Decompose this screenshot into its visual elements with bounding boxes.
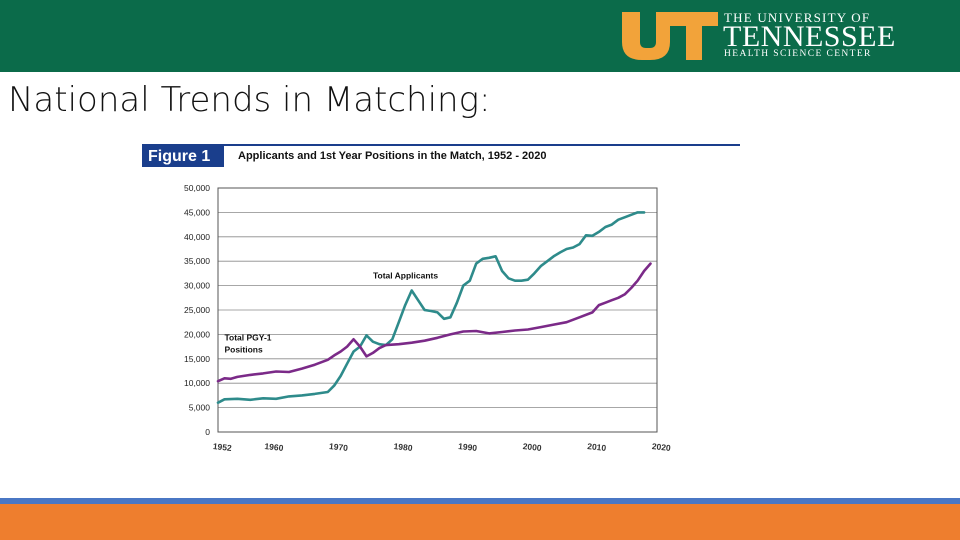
logo-line-2: TENNESSEE — [723, 20, 896, 53]
y-tick-label: 35,000 — [184, 256, 210, 266]
y-tick-label: 5,000 — [189, 403, 211, 413]
x-tick-label: 1980 — [393, 441, 413, 453]
y-tick-label: 50,000 — [184, 183, 210, 193]
series-label-positions: Positions — [224, 344, 263, 354]
y-tick-label: 15,000 — [184, 354, 210, 364]
series-line-applicants — [216, 211, 646, 404]
chart-title: Applicants and 1st Year Positions in the… — [238, 150, 547, 162]
y-tick-label: 45,000 — [184, 207, 210, 217]
x-tick-label: 1970 — [329, 441, 349, 453]
header-bar — [0, 0, 960, 72]
figure-rule — [142, 144, 740, 146]
y-tick-label: 40,000 — [184, 232, 210, 242]
x-tick-label: 1990 — [458, 441, 478, 453]
x-tick-label: 1952 — [212, 441, 232, 453]
line-chart: 0 5,000 10,000 15,000 20,000 25,000 30,000 35,0… — [184, 183, 672, 453]
y-tick-label: 25,000 — [184, 305, 210, 315]
y-tick-label: 0 — [205, 427, 210, 437]
ut-logo-mark: UT — [622, 12, 718, 60]
footer-bar-orange — [0, 504, 960, 540]
y-tick-label: 10,000 — [184, 378, 210, 388]
series-label-positions: Total PGY-1 — [224, 332, 271, 342]
series-label-applicants: Total Applicants — [373, 270, 438, 280]
y-tick-label: 30,000 — [184, 281, 210, 291]
logo-line-3: HEALTH SCIENCE CENTER — [724, 49, 872, 59]
university-logo: UT THE UNIVERSITY OF TENNESSEE HEALTH SC… — [620, 10, 920, 62]
x-tick-label: 2000 — [522, 441, 542, 453]
x-tick-label: 2020 — [651, 441, 671, 453]
figure-label: Figure 1 — [142, 146, 224, 167]
x-tick-label: 1960 — [264, 441, 284, 453]
series-line-positions — [216, 262, 652, 383]
y-tick-label: 20,000 — [184, 329, 210, 339]
plot-frame — [217, 187, 658, 433]
footer-stripe-blue — [0, 498, 960, 504]
x-tick-label: 2010 — [587, 441, 607, 453]
logo-line-1: THE UNIVERSITY OF — [724, 10, 871, 25]
slide-title: National Trends in Matching: — [8, 80, 491, 120]
